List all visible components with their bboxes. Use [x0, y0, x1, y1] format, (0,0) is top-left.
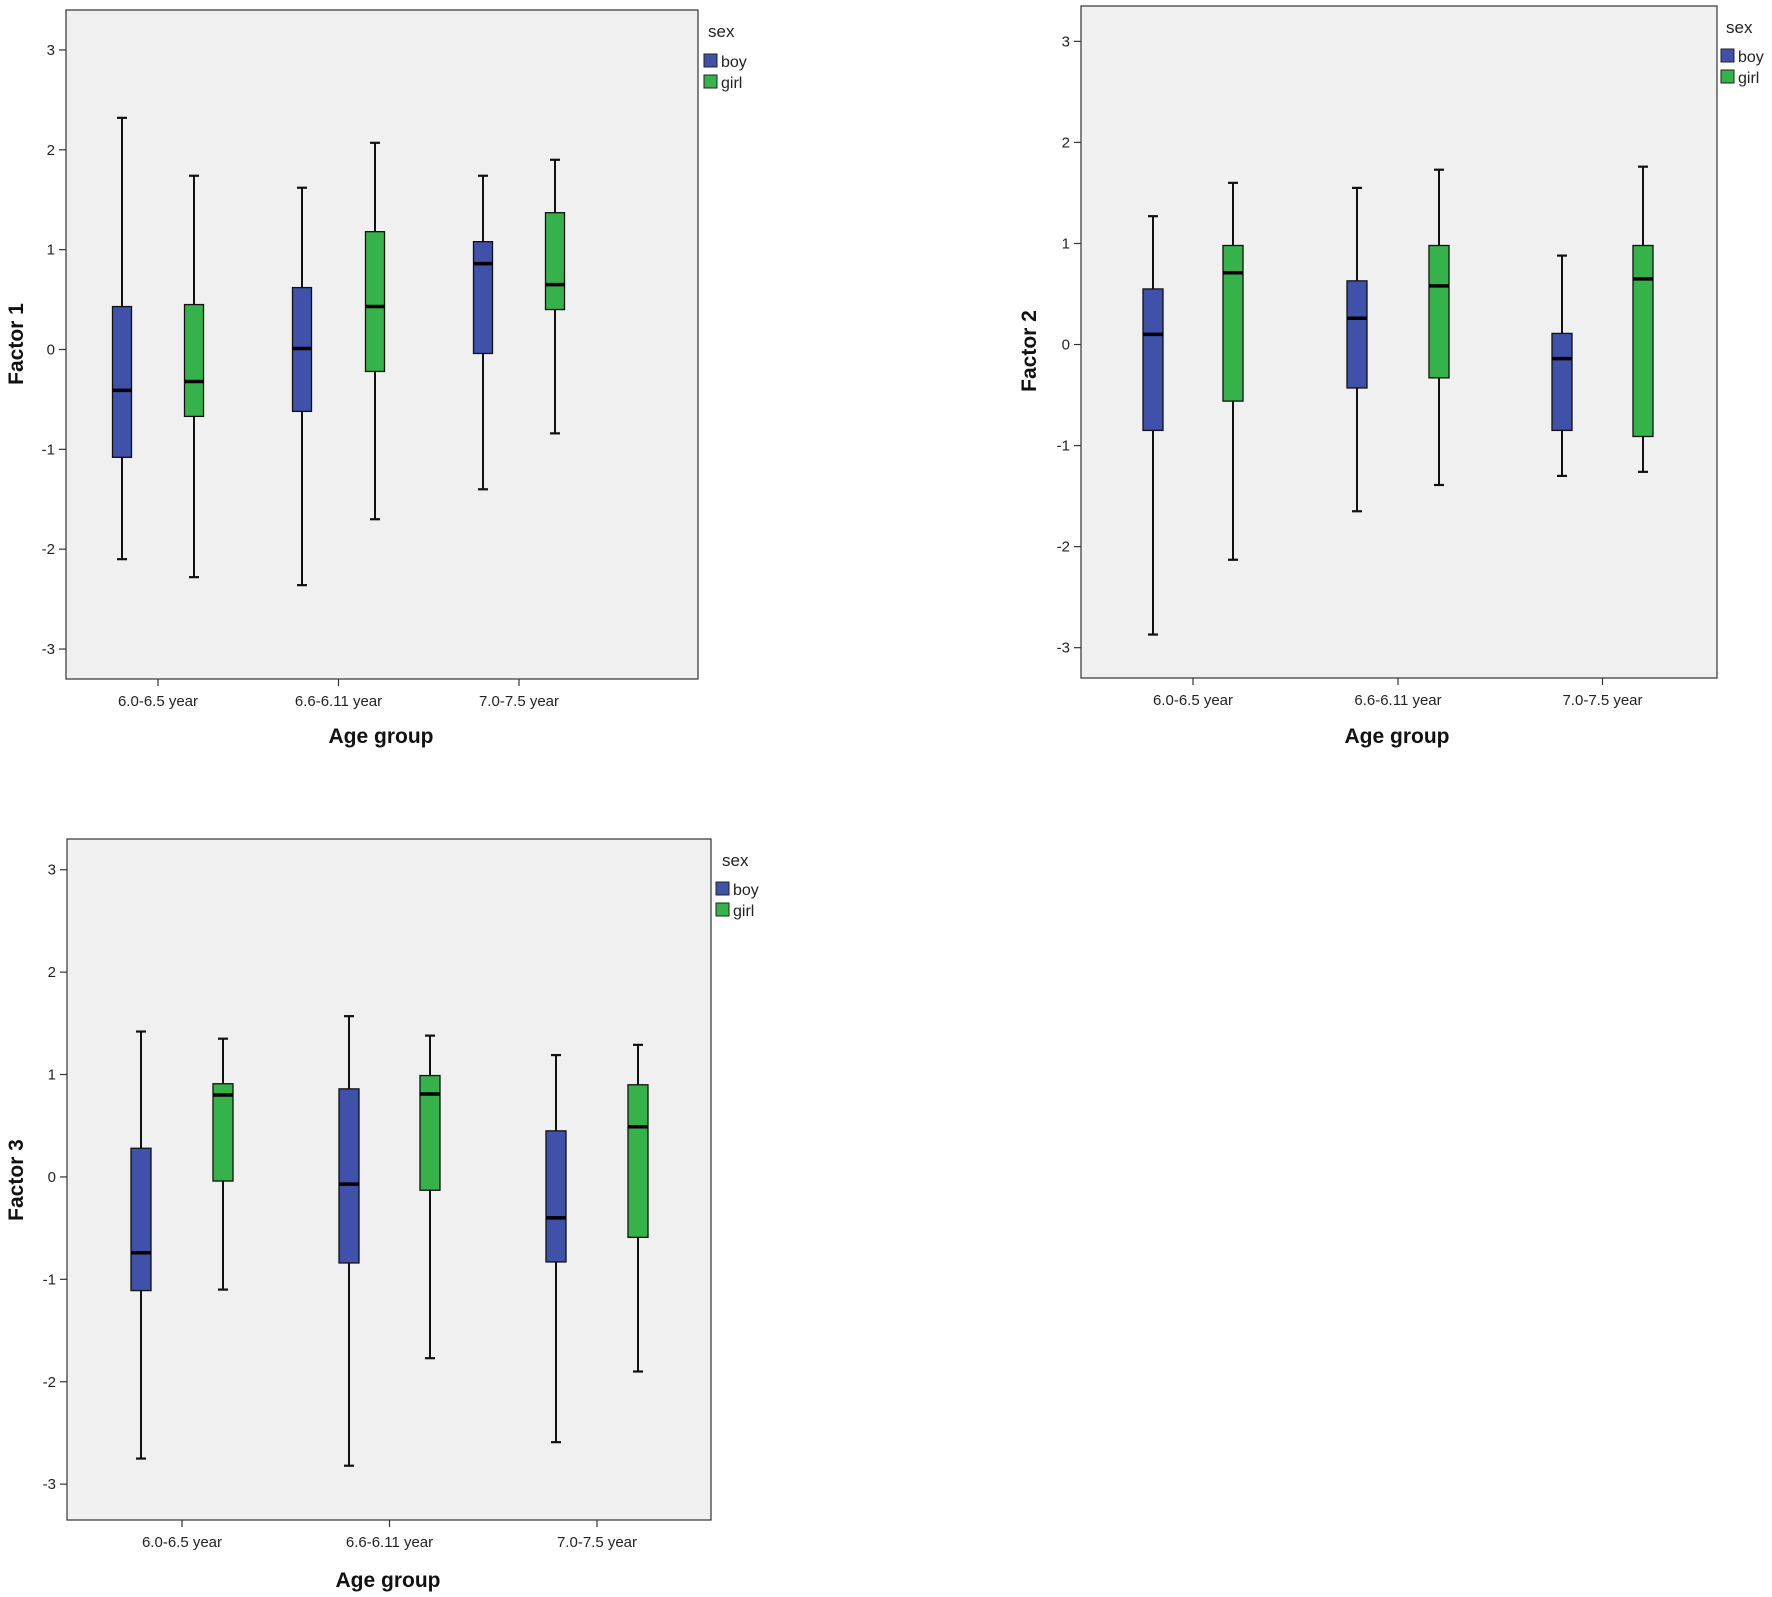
- y-tick-label: -3: [42, 641, 55, 658]
- legend-swatch-girl: [1720, 69, 1735, 84]
- y-tick-label: 1: [1062, 235, 1070, 252]
- y-tick-label: 0: [47, 341, 55, 358]
- legend-title: sex: [708, 22, 735, 41]
- legend-label-boy: boy: [733, 882, 759, 899]
- box-iqr: [183, 303, 205, 418]
- y-tick-label: -3: [1057, 640, 1070, 657]
- x-axis-title: Age group: [336, 1569, 441, 1592]
- y-tick-label: 3: [47, 42, 55, 59]
- box-boy-1: [1142, 215, 1164, 636]
- x-tick-label: 6.0-6.5 year: [1153, 692, 1233, 709]
- box-iqr: [364, 231, 386, 373]
- x-tick-label: 6.6-6.11 year: [346, 1534, 433, 1551]
- legend-swatch-girl: [703, 74, 718, 89]
- y-tick-label: 0: [48, 1169, 56, 1186]
- box-iqr: [338, 1088, 360, 1264]
- x-axis-title: Age group: [329, 725, 434, 748]
- box-girl-3: [627, 1043, 649, 1373]
- legend: sex boy girl: [1720, 18, 1764, 87]
- box-boy-2: [291, 186, 313, 587]
- y-tick-label: 2: [47, 142, 55, 159]
- y-tick-label: 0: [1062, 337, 1070, 354]
- legend: sex boy girl: [715, 851, 759, 920]
- x-tick-label: 6.6-6.11 year: [1354, 692, 1441, 709]
- box-girl-1: [1222, 181, 1244, 561]
- plot-area: [66, 838, 712, 1521]
- legend-title: sex: [722, 851, 749, 870]
- legend-title: sex: [1726, 18, 1753, 37]
- y-tick-label: -2: [1057, 539, 1070, 556]
- y-tick-label: 3: [48, 862, 56, 879]
- box-iqr: [1428, 244, 1450, 379]
- x-tick-label: 6.6-6.11 year: [295, 693, 382, 710]
- box-boy-2: [1346, 186, 1368, 513]
- box-iqr: [1632, 244, 1654, 438]
- factor-3-chart: -3 -2 -1 0 1 2 3 6.0-6.5 year 6.6-6.11 year 7.0-…: [5, 838, 759, 1592]
- box-iqr: [1222, 244, 1244, 402]
- y-tick-label: -3: [43, 1476, 56, 1493]
- y-tick-label: 1: [47, 242, 55, 259]
- x-tick-label: 7.0-7.5 year: [557, 1534, 637, 1551]
- box-iqr: [1142, 288, 1164, 432]
- legend-label-boy: boy: [1738, 49, 1764, 66]
- box-iqr: [472, 241, 494, 355]
- y-tick-label: -2: [43, 1374, 56, 1391]
- legend-label-girl: girl: [733, 903, 754, 920]
- box-girl-2: [419, 1034, 441, 1360]
- legend-swatch-girl: [715, 902, 730, 917]
- box-iqr: [1551, 332, 1573, 432]
- x-tick-label: 6.0-6.5 year: [118, 693, 198, 710]
- box-girl-3: [1632, 165, 1654, 473]
- box-iqr: [212, 1083, 234, 1182]
- box-boy-3: [545, 1053, 567, 1444]
- box-iqr: [111, 305, 133, 458]
- factor-2-chart: -3 -2 -1 0 1 2 3 6.0-6.5 year 6.6-6.11 year 7.0-…: [1018, 5, 1764, 748]
- y-tick-label: -1: [1057, 438, 1070, 455]
- x-tick-label: 7.0-7.5 year: [1562, 692, 1642, 709]
- y-axis-title: Factor 2: [1018, 310, 1041, 392]
- y-tick-label: -1: [42, 441, 55, 458]
- box-iqr: [130, 1147, 152, 1292]
- box-girl-2: [364, 141, 386, 521]
- box-boy-1: [111, 116, 133, 561]
- legend-swatch-boy: [715, 881, 730, 896]
- y-tick-label: 2: [1062, 134, 1070, 151]
- legend-swatch-boy: [703, 53, 718, 68]
- box-girl-1: [183, 174, 205, 579]
- legend-label-girl: girl: [1738, 70, 1759, 87]
- factor-1-chart: -3 -2 -1 0 1 2 3 6.0-6.5 year 6.6-6.11 year 7.0-…: [5, 9, 747, 748]
- box-girl-1: [212, 1037, 234, 1291]
- box-girl-2: [1428, 168, 1450, 487]
- box-iqr: [544, 212, 566, 311]
- x-tick-label: 6.0-6.5 year: [142, 1534, 222, 1551]
- x-tick-label: 7.0-7.5 year: [479, 693, 559, 710]
- box-iqr: [627, 1084, 649, 1239]
- y-tick-label: 3: [1062, 33, 1070, 50]
- box-iqr: [545, 1130, 567, 1263]
- legend-swatch-boy: [1720, 48, 1735, 63]
- legend-label-boy: boy: [721, 54, 747, 71]
- legend: sex boy girl: [703, 22, 747, 92]
- x-axis-title: Age group: [1345, 725, 1450, 748]
- box-boy-3: [1551, 254, 1573, 477]
- plot-area: [1080, 5, 1718, 679]
- box-iqr: [419, 1074, 441, 1191]
- y-tick-label: -2: [42, 541, 55, 558]
- box-girl-3: [544, 158, 566, 435]
- box-iqr: [1346, 280, 1368, 389]
- y-axis-title: Factor 3: [5, 1139, 28, 1221]
- box-boy-3: [472, 174, 494, 491]
- legend-label-girl: girl: [721, 75, 742, 92]
- box-boy-2: [338, 1015, 360, 1467]
- box-boy-1: [130, 1030, 152, 1460]
- y-tick-label: -1: [43, 1271, 56, 1288]
- y-tick-label: 1: [48, 1067, 56, 1084]
- y-tick-label: 2: [48, 964, 56, 981]
- y-axis-title: Factor 1: [5, 303, 28, 385]
